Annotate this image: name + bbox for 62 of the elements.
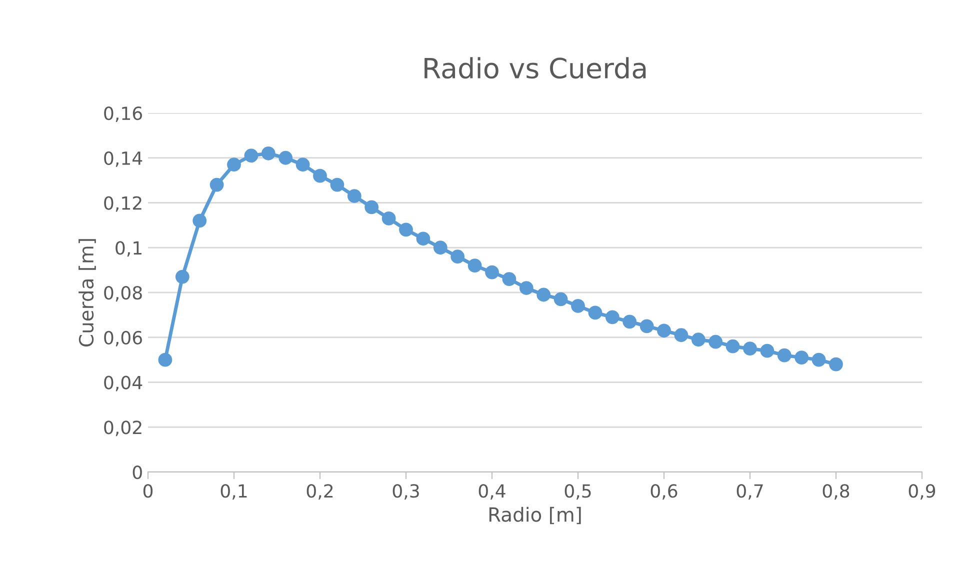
point [399,222,413,237]
point [261,146,276,160]
y-tick-label: 0,16 [104,106,142,122]
point [674,328,688,342]
y-tick-label: 0,04 [104,376,142,392]
point [296,158,310,172]
point [708,334,723,349]
y-tick-label: 0 [132,465,142,480]
y-tick-label: 0,1 [116,241,142,257]
point [588,306,602,320]
y-tick-label: 0,02 [104,420,142,436]
point [640,319,654,334]
point [812,352,826,367]
point [227,158,241,172]
x-tick-label: 0,2 [306,484,333,500]
y-axis-title: Cuerda [m] [78,239,96,346]
point [605,310,620,324]
point [657,324,671,338]
y-tick-label: 0,14 [104,151,142,167]
point [468,258,482,273]
point [364,200,379,214]
x-tick-label: 0,3 [392,484,419,500]
point [347,189,362,203]
x-tick-label: 0 [143,484,153,498]
y-tick-label: 0,06 [104,330,142,346]
x-tick-label: 0,1 [220,484,247,500]
point [777,348,792,362]
x-tick-label: 0,9 [908,484,936,500]
point [278,150,293,165]
x-tick-label: 0,8 [822,484,850,500]
point [416,232,430,246]
point [210,178,224,192]
point [485,265,499,280]
point [450,250,465,264]
x-axis-title: Radio [m] [489,506,581,524]
point [760,344,774,358]
point [726,339,740,354]
point [433,240,448,255]
point [158,352,172,367]
x-tick-label: 0,5 [564,484,591,500]
point [519,281,534,295]
point [192,214,207,228]
x-tick-label: 0,6 [650,484,678,500]
point [691,332,706,347]
x-tick-label: 0,4 [478,484,506,500]
point [313,168,327,183]
point [571,299,585,313]
point [502,272,516,286]
point [536,288,551,302]
chart-title: Radio vs Cuerda [424,57,646,79]
point [330,178,344,192]
y-tick-label: 0,12 [104,196,142,212]
y-tick-label: 0,08 [104,286,142,302]
point [244,148,258,163]
point [829,357,843,372]
point [794,350,809,365]
point [622,314,637,329]
point [175,270,190,284]
x-tick-label: 0,7 [736,484,763,500]
point [382,212,396,226]
point [743,342,757,356]
point [554,292,568,306]
